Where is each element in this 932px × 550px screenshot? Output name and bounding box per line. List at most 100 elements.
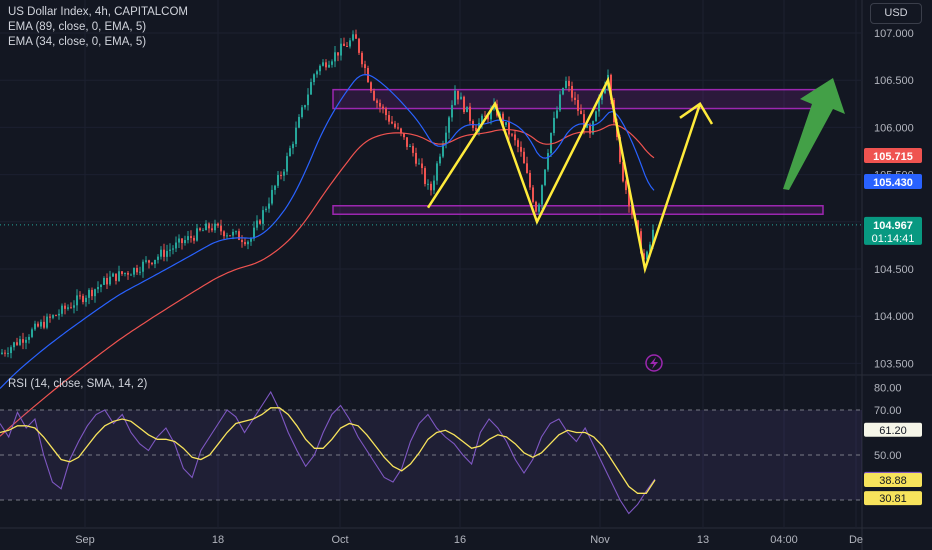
candle-body [514,134,516,141]
candle-body [553,117,555,133]
candle-body [46,316,48,328]
candle-body [58,313,60,316]
candle-body [76,295,78,306]
candle-body [184,240,186,244]
rsi-upper-tag: 61.20 [879,425,907,437]
candle-body [145,260,147,262]
candle-body [439,156,441,164]
ema34-legend: EMA (34, close, 0, EMA, 5) [8,36,147,48]
rsi-tick-label: 80.00 [874,383,902,395]
candle-body [391,121,393,124]
candle-body [385,108,387,116]
candle-body [487,116,489,120]
ema89-price-tag: 105.715 [873,151,913,163]
last-price-tag: 104.967 [873,220,913,232]
candle-body [7,353,9,355]
candle-body [382,106,384,109]
candle-body [406,137,408,147]
candle-body [571,85,573,98]
candle-body [55,315,57,317]
candle-body [364,64,366,69]
candle-body [598,99,600,112]
candle-body [52,315,54,318]
candle-body [436,163,438,181]
time-tick-label: 13 [697,534,709,546]
main-legend: US Dollar Index, 4h, CAPITALCOM EMA (89,… [8,5,188,50]
candle-body [214,223,216,231]
candle-body [268,203,270,209]
candle-body [481,115,483,123]
candle-body [169,249,171,251]
ema89-line [0,124,655,437]
candle-body [388,115,390,122]
candle-body [190,236,192,238]
candle-body [445,132,447,145]
candle-body [577,100,579,111]
candle-body [628,190,630,207]
candle-body [271,189,273,204]
candle-body [313,74,315,83]
candle-body [67,307,69,309]
candle-body [397,127,399,129]
candle-body [157,256,159,260]
candle-body [535,201,537,212]
candle-body [355,34,357,39]
candle-body [250,238,252,242]
candle-body [148,260,150,263]
rsi-line [0,390,656,515]
candle-body [490,109,492,120]
ema34-line [0,73,655,389]
candle-body [154,259,156,265]
rsi-tick-label: 70.00 [874,405,902,417]
time-tick-label: Sep [75,534,95,546]
candle-body [646,251,648,260]
rsi-lower-tag: 30.81 [879,493,907,505]
candle-body [583,114,585,128]
candle-body [517,140,519,147]
candle-body [82,295,84,303]
candle-body [358,38,360,53]
zigzag-arrowhead [679,102,714,125]
candle-body [337,52,339,56]
candle-body [418,163,420,165]
candle-body [544,169,546,186]
candle-body [547,153,549,170]
candle-body [403,133,405,138]
candle-body [511,134,513,136]
candle-body [421,163,423,169]
candle-body [520,146,522,152]
candle-body [265,208,267,211]
price-tick-label: 106.000 [874,122,914,134]
candle-body [34,323,36,330]
time-tick-label: Nov [590,534,610,546]
candle-body [334,52,336,62]
candle-body [142,261,144,272]
candle-body [166,250,168,257]
candle-body [139,271,141,273]
price-tick-label: 103.500 [874,358,914,370]
candle-body [205,223,207,231]
candle-body [37,323,39,327]
candle-body [247,241,249,245]
candle-body [130,274,132,276]
candle-body [259,220,261,224]
candle-body [31,329,33,337]
candle-body [484,115,486,117]
candle-body [277,175,279,186]
currency-button[interactable]: USD [870,3,922,24]
candle-body [100,284,102,288]
time-tick-label: De [849,534,863,546]
candle-body [427,183,429,185]
candle-body [394,123,396,128]
last-price-tag-countdown: 01:14:41 [872,233,915,245]
price-tick-label: 104.000 [874,311,914,323]
candle-body [652,229,654,245]
candle-body [619,137,621,163]
candle-body [88,289,90,298]
candle-body [316,71,318,75]
ema89-price-tag-bg [864,148,922,163]
rsi-ma-line [0,407,656,494]
candle-body [307,94,309,106]
candle-body [625,181,627,191]
